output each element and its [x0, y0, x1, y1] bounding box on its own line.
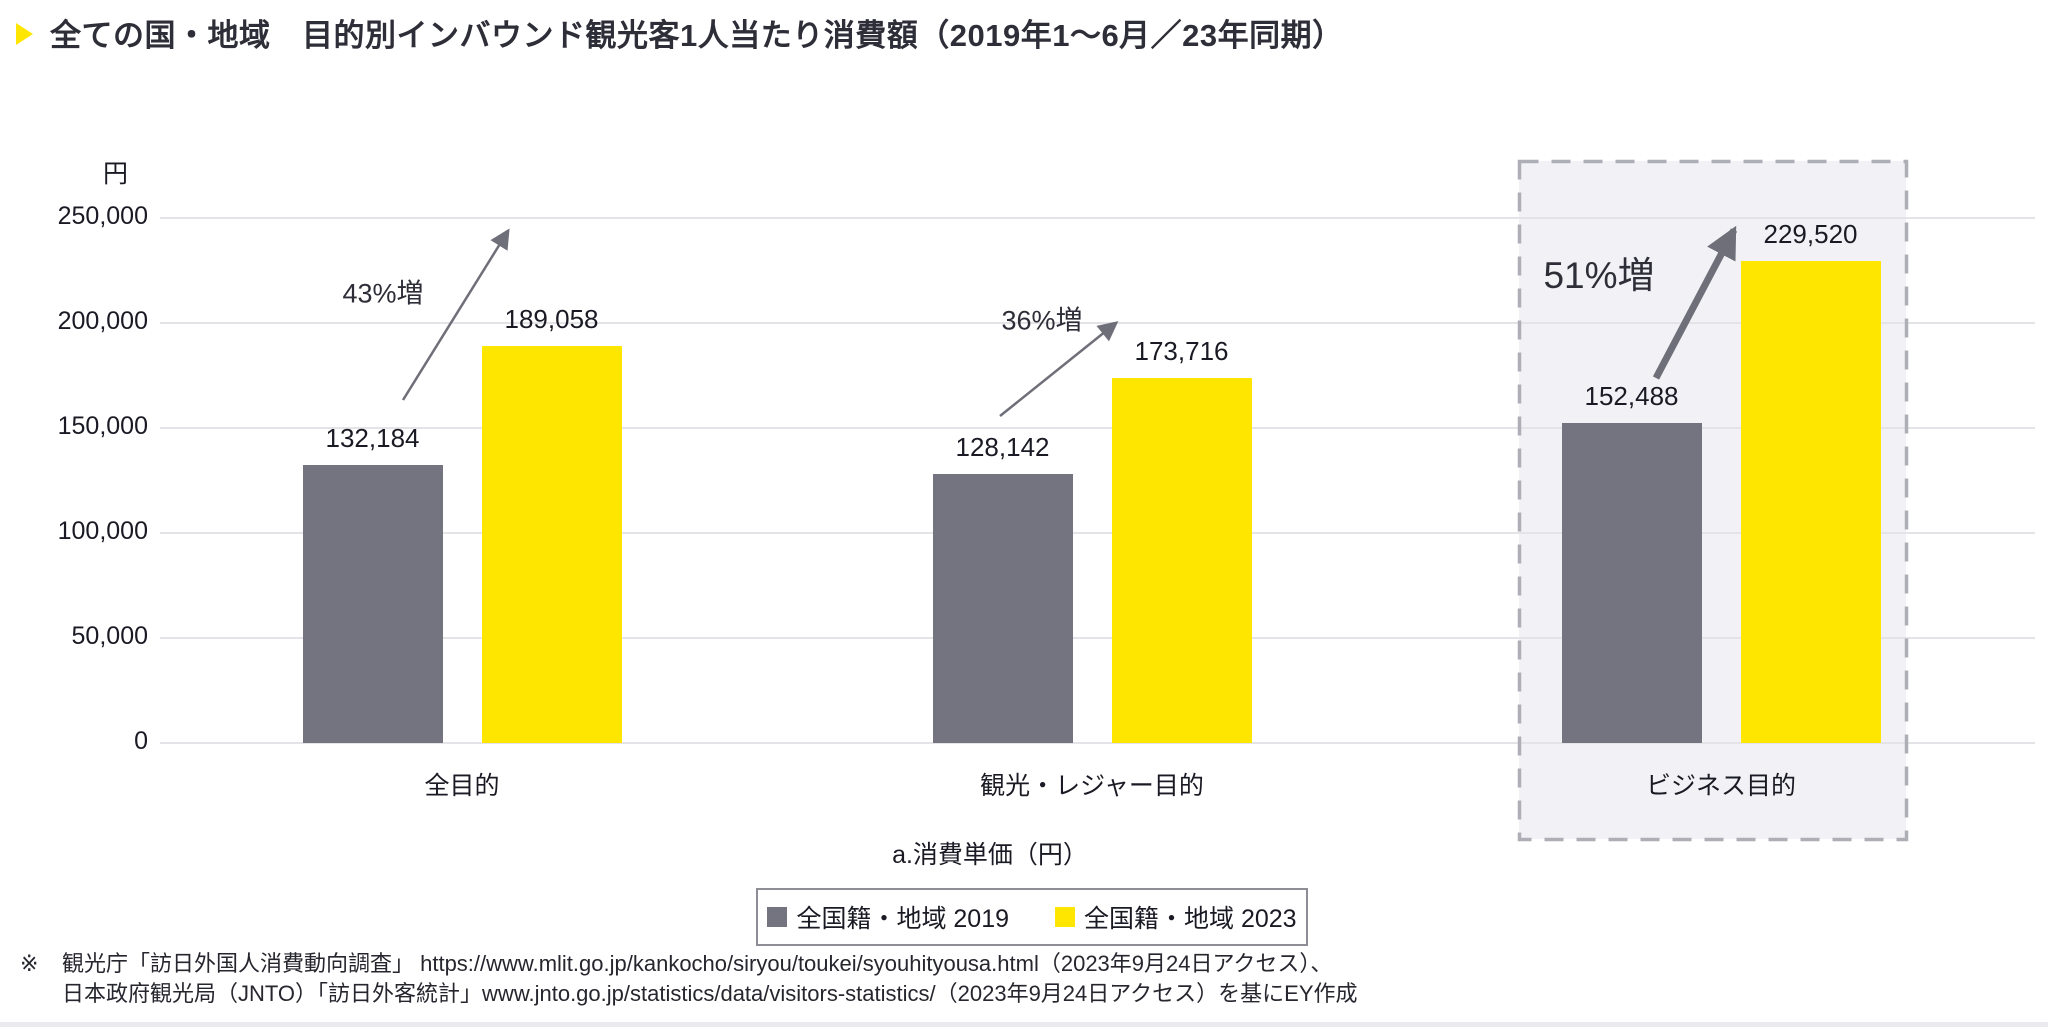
- footnote-lines: 観光庁「訪日外国人消費動向調査」 https://www.mlit.go.jp/…: [62, 949, 2022, 1009]
- bar-value-label: 189,058: [504, 303, 599, 334]
- y-tick-label: 150,000: [57, 412, 148, 440]
- y-tick-label: 200,000: [57, 307, 148, 335]
- page-title: 全ての国・地域 目的別インバウンド観光客1人当たり消費額（2019年1〜6月／2…: [50, 18, 1344, 53]
- bar-value-label: 128,142: [955, 431, 1050, 462]
- increase-annotation-label-tourism-leisure: 36%増: [1001, 305, 1083, 336]
- y-tick-label: 0: [134, 727, 148, 755]
- footnote-line-1: 観光庁「訪日外国人消費動向調査」 https://www.mlit.go.jp/…: [62, 951, 1333, 976]
- footnote-marker: ※: [20, 951, 39, 976]
- category-label-business: ビジネス目的: [1645, 772, 1796, 800]
- legend-swatch-2023: [1055, 907, 1075, 927]
- bar-value-label: 132,184: [325, 423, 420, 454]
- bar-2023-business: [1740, 261, 1881, 743]
- y-tick-label: 250,000: [57, 202, 148, 230]
- bottom-edge-strip: [0, 1022, 2048, 1027]
- legend-item-2023: 全国籍・地域 2023: [1055, 899, 1297, 935]
- footnote-line-2: 日本政府観光局（JNTO）「訪日外客統計」www.jnto.go.jp/stat…: [62, 981, 1358, 1006]
- bar-value-label: 229,520: [1763, 219, 1858, 249]
- bar-2023-all-purpose: [481, 345, 622, 743]
- legend-swatch-2019: [767, 907, 788, 927]
- bar-value-label: 152,488: [1584, 380, 1679, 411]
- bar-value-label: 173,716: [1134, 336, 1229, 367]
- x-axis-title: a.消費単価（円）: [892, 841, 1088, 869]
- gridline: [160, 637, 2035, 639]
- legend-label-2019: 全国籍・地域 2019: [796, 905, 1009, 933]
- y-tick-label: 100,000: [57, 517, 148, 545]
- increase-annotation-label-all-purpose: 43%増: [342, 278, 424, 309]
- gridline: [160, 532, 2035, 534]
- category-label-all-purpose: 全目的: [424, 772, 500, 800]
- gridline: [160, 427, 2035, 429]
- increase-annotation-label-business: 51%増: [1543, 255, 1655, 296]
- y-axis-unit: 円: [102, 160, 128, 188]
- category-label-tourism-leisure: 観光・レジャー目的: [980, 772, 1204, 800]
- y-tick-label: 50,000: [71, 622, 148, 650]
- bar-2023-tourism-leisure: [1111, 378, 1252, 743]
- bar-2019-business: [1561, 422, 1702, 743]
- legend-item-2019: 全国籍・地域 2019: [767, 899, 1009, 935]
- title-bullet-icon: [16, 23, 33, 45]
- legend: 全国籍・地域 2019 全国籍・地域 2023: [756, 888, 1308, 946]
- gridline: [160, 742, 2035, 744]
- bar-2019-tourism-leisure: [932, 473, 1073, 743]
- legend-label-2023: 全国籍・地域 2023: [1084, 905, 1297, 933]
- title-row: 全ての国・地域 目的別インバウンド観光客1人当たり消費額（2019年1〜6月／2…: [0, 0, 2048, 70]
- gridline: [160, 217, 2035, 219]
- bar-2019-all-purpose: [302, 465, 443, 743]
